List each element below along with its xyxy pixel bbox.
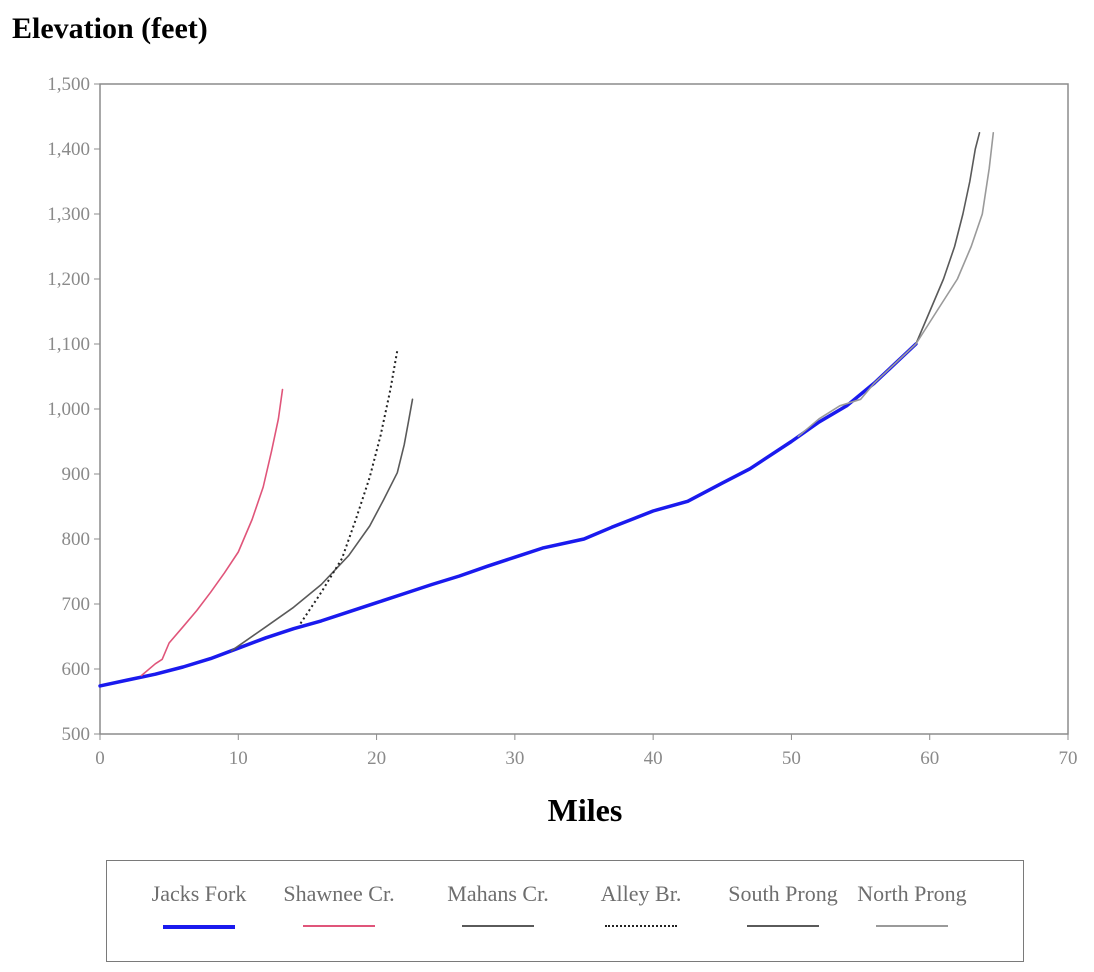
y-tick-label: 800 [62, 529, 91, 550]
x-axis-title: Miles [547, 792, 623, 828]
legend-item-mahans-cr: Mahans Cr. [428, 881, 568, 927]
series-line-shawnee-cr [140, 388, 284, 677]
x-tick-label: 0 [95, 748, 105, 769]
x-tick-label: 20 [367, 748, 386, 769]
plot-area [99, 83, 1069, 735]
x-tick-label: 70 [1059, 748, 1078, 769]
legend-label: North Prong [857, 881, 967, 906]
legend-item-jacks-fork: Jacks Fork [129, 881, 269, 929]
chart-canvas: 5006007008009001,0001,1001,2001,3001,400… [47, 74, 1078, 769]
y-tick-label: 900 [62, 464, 91, 485]
legend-swatch [303, 925, 375, 927]
legend-label: Alley Br. [600, 881, 682, 906]
y-tick-label: 1,000 [47, 399, 90, 420]
x-tick-label: 40 [644, 748, 663, 769]
series-line-north-prong [797, 132, 995, 438]
y-tick-label: 600 [62, 659, 91, 680]
y-axis-title: Elevation (feet) [12, 12, 208, 45]
legend-label: South Prong [728, 881, 838, 906]
legend-label: Shawnee Cr. [283, 881, 395, 906]
y-tick-label: 700 [62, 594, 91, 615]
y-tick-label: 500 [62, 724, 91, 745]
legend-label: Mahans Cr. [447, 881, 549, 906]
x-tick-label: 10 [229, 748, 248, 769]
y-tick-label: 1,200 [47, 269, 90, 290]
series-line-mahans-cr [230, 398, 414, 652]
legend-item-south-prong: South Prong [713, 881, 853, 927]
y-tick-label: 1,400 [47, 139, 90, 160]
legend-swatch [876, 925, 948, 927]
series-line-south-prong [915, 132, 981, 345]
y-tick-label: 1,100 [47, 334, 90, 355]
series-line-alley-br [299, 350, 399, 625]
legend-label: Jacks Fork [151, 881, 247, 906]
legend-swatch [605, 925, 677, 927]
legend-item-shawnee-cr: Shawnee Cr. [269, 881, 409, 927]
legend-swatch [747, 925, 819, 927]
x-tick-label: 50 [782, 748, 801, 769]
legend-swatch [462, 925, 534, 927]
legend-swatch [163, 925, 235, 929]
x-tick-label: 30 [505, 748, 524, 769]
legend-item-alley-br: Alley Br. [571, 881, 711, 927]
y-tick-label: 1,500 [47, 74, 90, 95]
legend: Jacks Fork Shawnee Cr. Mahans Cr. Alley Br.… [106, 860, 1024, 962]
y-tick-label: 1,300 [47, 204, 90, 225]
x-tick-label: 60 [920, 748, 939, 769]
legend-item-north-prong: North Prong [842, 881, 982, 927]
